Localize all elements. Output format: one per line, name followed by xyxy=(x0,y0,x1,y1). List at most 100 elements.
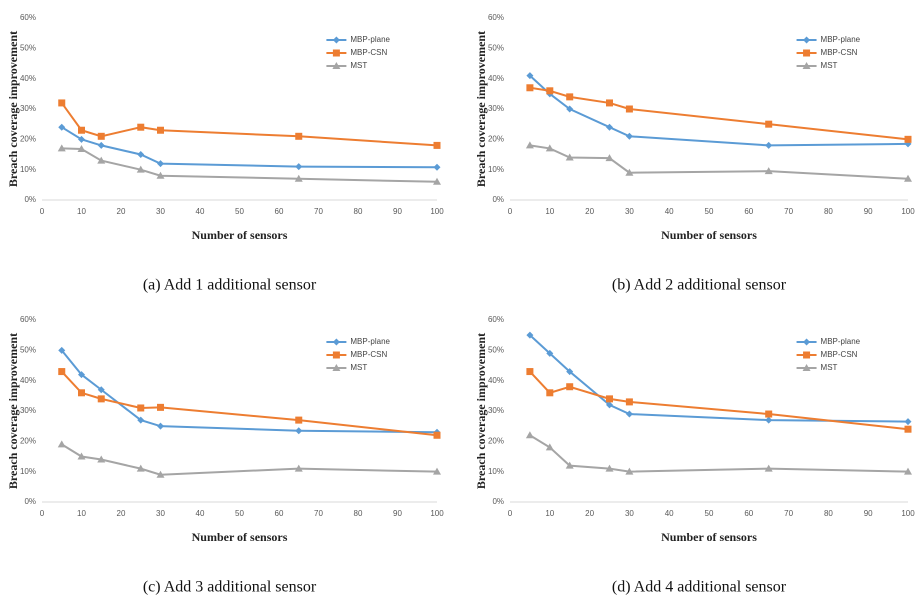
x-tick-label: 0 xyxy=(40,509,45,518)
legend-label: MST xyxy=(350,61,367,70)
marker xyxy=(57,440,66,448)
x-tick-label: 100 xyxy=(430,509,444,518)
marker xyxy=(137,416,145,424)
marker xyxy=(566,93,574,101)
y-tick-label: 50% xyxy=(488,43,504,52)
series-line xyxy=(60,102,438,147)
marker xyxy=(77,145,86,153)
marker xyxy=(78,371,85,379)
series-line xyxy=(529,434,909,473)
series-line xyxy=(529,144,909,180)
y-tick-label: 10% xyxy=(20,165,36,174)
marker xyxy=(904,418,912,426)
x-tick-label: 20 xyxy=(117,509,126,518)
marker xyxy=(157,126,164,134)
legend-label: MST xyxy=(350,363,367,372)
x-tick-label: 50 xyxy=(705,207,714,216)
marker xyxy=(433,177,441,185)
y-axis-title: Breach coverage improvement xyxy=(474,333,488,489)
marker xyxy=(332,36,340,44)
y-tick-label: 30% xyxy=(488,406,504,415)
y-tick-label: 60% xyxy=(20,13,36,22)
marker xyxy=(803,338,811,346)
caption: (c) Add 3 additional sensor xyxy=(143,579,317,596)
y-tick-label: 40% xyxy=(488,74,504,83)
marker xyxy=(433,141,441,149)
x-tick-label: 30 xyxy=(625,509,634,518)
y-tick-label: 40% xyxy=(20,74,36,83)
marker xyxy=(566,105,574,113)
marker xyxy=(803,49,811,57)
marker xyxy=(625,168,634,176)
series-line xyxy=(61,370,438,437)
x-axis-title: Number of sensors xyxy=(661,530,757,544)
x-tick-label: 50 xyxy=(235,207,244,216)
marker xyxy=(765,141,773,149)
marker xyxy=(433,163,441,171)
marker xyxy=(764,464,773,472)
y-tick-label: 10% xyxy=(488,467,504,476)
marker xyxy=(58,123,66,131)
marker xyxy=(137,151,145,158)
x-tick-label: 20 xyxy=(585,207,594,216)
y-tick-label: 0% xyxy=(24,497,36,506)
legend-label: MBP-plane xyxy=(821,35,861,44)
marker xyxy=(904,135,912,143)
marker xyxy=(295,163,303,171)
marker xyxy=(136,165,145,173)
x-tick-label: 50 xyxy=(235,509,244,518)
x-tick-label: 10 xyxy=(545,207,554,216)
y-tick-label: 0% xyxy=(492,195,504,204)
marker xyxy=(605,464,614,472)
x-tick-label: 40 xyxy=(196,207,205,216)
legend-label: MBP-plane xyxy=(350,35,390,44)
marker xyxy=(295,427,303,435)
x-tick-label: 70 xyxy=(784,509,793,518)
marker xyxy=(136,464,145,472)
y-axis-title: Breach coverage improvement xyxy=(474,31,488,187)
y-tick-label: 30% xyxy=(20,406,36,415)
marker xyxy=(295,416,303,424)
marker xyxy=(57,144,66,152)
marker xyxy=(78,389,85,397)
legend-label: MBP-CSN xyxy=(350,48,387,57)
series-line xyxy=(529,74,909,147)
marker xyxy=(433,431,441,439)
x-tick-label: 80 xyxy=(354,207,363,216)
marker xyxy=(764,167,773,175)
x-tick-label: 10 xyxy=(545,509,554,518)
legend-label: MBP-plane xyxy=(821,337,861,346)
x-tick-label: 10 xyxy=(77,509,86,518)
x-tick-label: 0 xyxy=(40,207,45,216)
marker xyxy=(97,156,106,164)
marker xyxy=(606,99,613,107)
x-tick-label: 70 xyxy=(784,207,793,216)
marker xyxy=(526,84,534,92)
x-tick-label: 60 xyxy=(275,509,284,518)
marker xyxy=(137,404,145,412)
marker xyxy=(525,141,534,149)
marker xyxy=(58,99,66,107)
marker xyxy=(332,62,341,69)
marker xyxy=(97,395,105,403)
y-axis-title: Breach coverage improvement xyxy=(6,31,20,187)
marker xyxy=(606,395,613,403)
marker xyxy=(605,154,614,162)
marker xyxy=(625,105,633,113)
x-tick-label: 100 xyxy=(901,207,915,216)
series-line xyxy=(529,86,909,141)
marker xyxy=(546,349,554,357)
marker xyxy=(332,351,340,359)
x-axis-title: Number of sensors xyxy=(192,530,288,544)
x-tick-label: 50 xyxy=(705,509,714,518)
marker xyxy=(58,346,66,354)
marker xyxy=(566,383,574,391)
y-tick-label: 0% xyxy=(492,497,504,506)
marker xyxy=(332,364,341,371)
marker xyxy=(295,132,303,140)
x-tick-label: 30 xyxy=(156,509,165,518)
x-tick-label: 40 xyxy=(196,509,205,518)
x-tick-label: 90 xyxy=(864,509,873,518)
y-tick-label: 60% xyxy=(20,315,36,324)
marker xyxy=(765,410,773,418)
